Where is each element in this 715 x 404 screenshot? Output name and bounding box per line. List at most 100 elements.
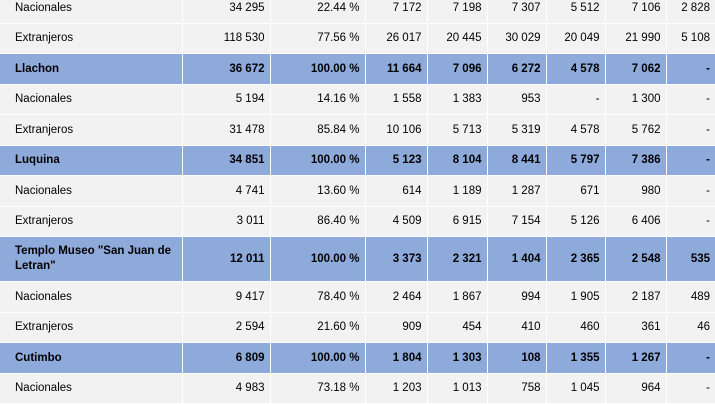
table-cell: - [666,114,715,146]
table-cell: 5 512 [546,0,606,24]
table-cell: - [666,84,715,115]
table-cell: 78.40 % [270,281,366,313]
table-cell: 14.16 % [270,84,366,115]
group-label: Cutimbo [0,342,183,374]
row-label: Nacionales [0,0,183,24]
table-cell: 1 905 [546,281,606,313]
table-row: Extranjeros 2 594 21.60 % 909 454 410 460 361 46 [0,312,715,343]
table-cell: 20 049 [546,23,606,54]
table-row: Nacionales 34 295 22.44 % 7 172 7 198 7 307 5 … [0,0,715,24]
table-cell: 361 [605,312,667,343]
table-cell: 1 189 [427,175,488,207]
table-cell: 410 [487,312,547,343]
table-cell: 86.40 % [270,206,366,237]
table-cell: 7 154 [487,206,547,237]
table-cell: 6 406 [605,206,667,237]
table-cell: 671 [546,175,606,207]
table-cell: 7 062 [605,53,667,85]
table-cell: 100.00 % [270,53,366,85]
table-cell: 980 [605,175,667,207]
table-cell: 5 713 [427,114,488,146]
table-cell: - [546,84,606,115]
group-label: Llachon [0,53,183,85]
table-cell: 2 187 [605,281,667,313]
table-cell: 9 417 [182,281,271,313]
table-row: Extranjeros 3 011 86.40 % 4 509 6 915 7 154 5 … [0,206,715,237]
table-cell: 1 558 [365,84,428,115]
table-cell: 1 404 [487,236,547,282]
table-cell: 4 983 [182,373,271,404]
row-label: Extranjeros [0,23,183,54]
table-cell: 460 [546,312,606,343]
table-cell: 2 594 [182,312,271,343]
table-cell: 5 797 [546,145,606,176]
row-label: Nacionales [0,84,183,115]
table-cell: 7 307 [487,0,547,24]
table-cell: 100.00 % [270,236,366,282]
table-cell: 100.00 % [270,342,366,374]
table-cell: 964 [605,373,667,404]
table-cell: 2 828 [666,0,715,24]
table-cell: 1 867 [427,281,488,313]
table-cell: 2 365 [546,236,606,282]
table-cell: 73.18 % [270,373,366,404]
table-cell: 10 106 [365,114,428,146]
table-row: Nacionales 9 417 78.40 % 2 464 1 867 994 1 905… [0,281,715,313]
table-cell: 1 383 [427,84,488,115]
table-cell: 5 194 [182,84,271,115]
table-cell: 7 106 [605,0,667,24]
table-cell: 4 741 [182,175,271,207]
table-cell: 1 804 [365,342,428,374]
table-cell: 1 287 [487,175,547,207]
table-cell: 20 445 [427,23,488,54]
table-cell: 8 104 [427,145,488,176]
table-cell: - [666,206,715,237]
table-cell: 1 045 [546,373,606,404]
table-row: Nacionales 5 194 14.16 % 1 558 1 383 953-1 30… [0,84,715,115]
row-label: Nacionales [0,281,183,313]
table-cell: 1 303 [427,342,488,374]
group-row: Llachon 36 672 100.00 % 11 664 7 096 6 272 4 5… [0,53,715,85]
row-label: Nacionales [0,373,183,404]
table-cell: 3 373 [365,236,428,282]
table-cell: 85.84 % [270,114,366,146]
table-cell: 7 172 [365,0,428,24]
group-label: Luquina [0,145,183,176]
table-cell: 1 203 [365,373,428,404]
table-cell: 21.60 % [270,312,366,343]
table-cell: 4 578 [546,114,606,146]
table-cell: 5 126 [546,206,606,237]
table-cell: 26 017 [365,23,428,54]
table-cell: 31 478 [182,114,271,146]
table-cell: 4 578 [546,53,606,85]
table-row: Nacionales 4 741 13.60 % 614 1 189 1 287 671 98… [0,175,715,207]
table-cell: 1 300 [605,84,667,115]
table-cell: 6 272 [487,53,547,85]
table-cell: 489 [666,281,715,313]
table-cell: - [666,175,715,207]
table-cell: 7 096 [427,53,488,85]
table-cell: 7 386 [605,145,667,176]
table-cell: 7 198 [427,0,488,24]
table-cell: 34 851 [182,145,271,176]
group-row: Templo Museo "San Juan de Letran" 12 011 1… [0,236,715,282]
group-label: Templo Museo "San Juan de Letran" [0,236,183,282]
table-cell: 108 [487,342,547,374]
table-cell: 535 [666,236,715,282]
table-cell: 30 029 [487,23,547,54]
table-cell: 22.44 % [270,0,366,24]
group-row: Luquina 34 851 100.00 % 5 123 8 104 8 441 5 79… [0,145,715,176]
table-cell: 21 990 [605,23,667,54]
table-cell: 758 [487,373,547,404]
table-cell: 5 319 [487,114,547,146]
table-cell: 614 [365,175,428,207]
table-cell: 12 011 [182,236,271,282]
row-label: Nacionales [0,175,183,207]
table-cell: 454 [427,312,488,343]
table-cell: 909 [365,312,428,343]
table-cell: 13.60 % [270,175,366,207]
table-cell: 953 [487,84,547,115]
table-cell: - [666,53,715,85]
table-cell: 1 013 [427,373,488,404]
